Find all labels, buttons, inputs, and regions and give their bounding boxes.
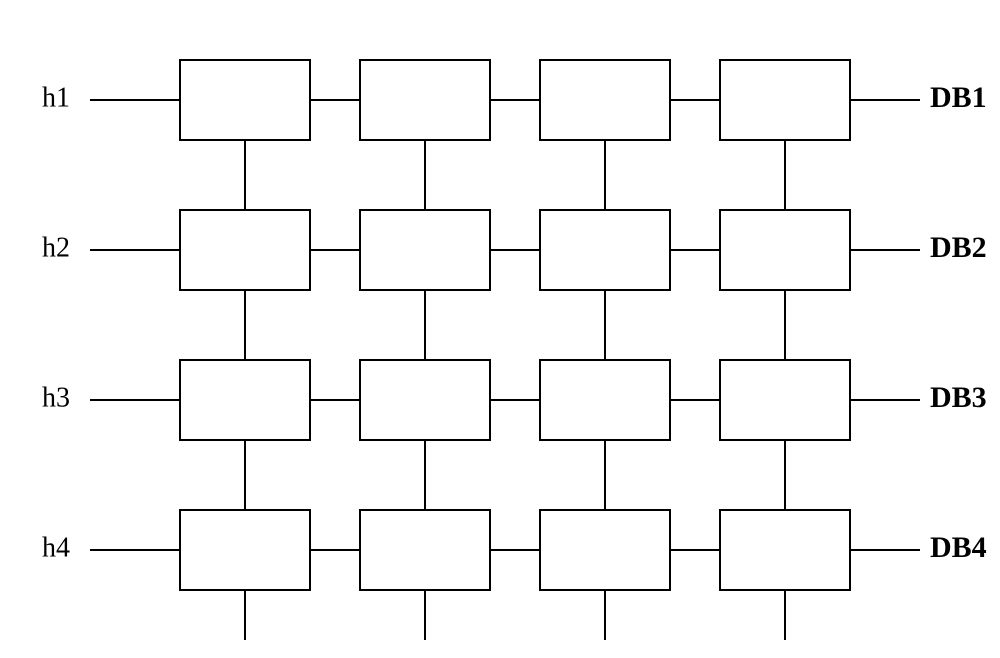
grid-node xyxy=(720,210,850,290)
grid-node xyxy=(360,360,490,440)
grid-node xyxy=(540,210,670,290)
grid-node xyxy=(720,360,850,440)
row-label: h3 xyxy=(42,382,70,413)
grid-node xyxy=(540,360,670,440)
db-label: DB2 xyxy=(930,231,987,264)
grid-node xyxy=(540,510,670,590)
row-label: h2 xyxy=(42,232,70,263)
grid-node xyxy=(180,210,310,290)
grid-node xyxy=(360,60,490,140)
grid-node xyxy=(720,510,850,590)
row-label: h1 xyxy=(42,82,70,113)
grid-node xyxy=(540,60,670,140)
grid-node xyxy=(360,510,490,590)
grid-node xyxy=(360,210,490,290)
grid-node xyxy=(180,360,310,440)
grid-node xyxy=(720,60,850,140)
grid-node xyxy=(180,60,310,140)
db-label: DB1 xyxy=(930,81,987,114)
db-label: DB3 xyxy=(930,381,987,414)
crossbar-diagram: h1h2h3h4DB1DB2DB3DB4l1l2l3l4 xyxy=(0,0,1000,658)
db-label: DB4 xyxy=(930,531,987,564)
grid-node xyxy=(180,510,310,590)
row-label: h4 xyxy=(42,532,70,563)
